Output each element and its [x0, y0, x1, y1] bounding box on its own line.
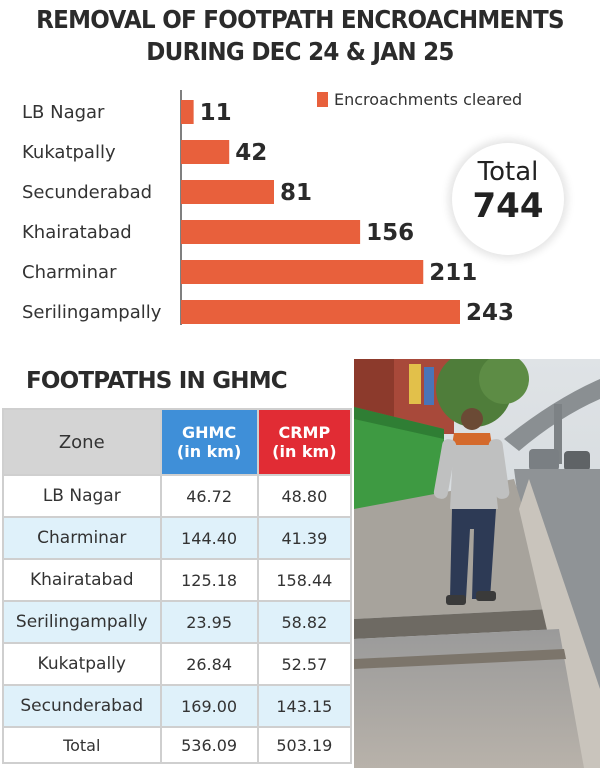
legend-label: Encroachments cleared: [334, 90, 522, 109]
value-label: 42: [235, 140, 267, 166]
legend-swatch: [317, 92, 328, 107]
bar-kukatpally: [181, 140, 230, 164]
total-badge: Total 744: [452, 143, 564, 255]
ghmc-cell: 46.72: [159, 474, 259, 518]
category-label: Serilingampally: [22, 302, 162, 323]
table-row: Kukatpally 26.84 52.57: [2, 642, 353, 686]
crmp-header: CRMP (in km): [256, 408, 353, 476]
value-label: 211: [429, 260, 477, 286]
crmp-cell: 41.39: [256, 516, 353, 560]
total-row: Total 536.09 503.19: [2, 726, 353, 764]
crmp-cell: 143.15: [256, 684, 353, 728]
bar-charminar: [181, 260, 424, 284]
crmp-cell: 52.57: [256, 642, 353, 686]
crmp-cell: 48.80: [256, 474, 353, 518]
ghmc-cell: 23.95: [159, 600, 259, 644]
encroachment-bar-chart: LB Nagar 11 Kukatpally 42 Secunderabad 81 Khai…: [22, 90, 522, 326]
value-label: 156: [366, 220, 414, 246]
zone-header: Zone: [2, 408, 162, 476]
total-ghmc-cell: 536.09: [159, 726, 259, 764]
total-zone-cell: Total: [2, 726, 162, 764]
bar-khairatabad: [181, 220, 361, 244]
bar-lb-nagar: [181, 100, 194, 124]
total-value: 744: [472, 186, 544, 226]
zone-cell: Kukatpally: [2, 642, 162, 686]
category-label: Charminar: [22, 262, 117, 283]
category-label: Khairatabad: [22, 222, 132, 243]
crmp-cell: 58.82: [256, 600, 353, 644]
table-row: Charminar 144.40 41.39: [2, 516, 353, 560]
ghmc-cell: 169.00: [159, 684, 259, 728]
photo-street-scene-icon: [354, 359, 600, 768]
table-title: FOOTPATHS IN GHMC: [26, 368, 288, 394]
table-row: Khairatabad 125.18 158.44: [2, 558, 353, 602]
category-label: LB Nagar: [22, 102, 105, 123]
bar-serilingampally: [181, 300, 460, 324]
category-label: Secunderabad: [22, 182, 152, 203]
total-crmp-cell: 503.19: [256, 726, 353, 764]
zone-cell: Secunderabad: [2, 684, 162, 728]
value-label: 11: [200, 100, 232, 126]
crmp-cell: 158.44: [256, 558, 353, 602]
table-row: Serilingampally 23.95 58.82: [2, 600, 353, 644]
value-label: 81: [280, 180, 312, 206]
zone-cell: Serilingampally: [2, 600, 162, 644]
zone-cell: LB Nagar: [2, 474, 162, 518]
ghmc-cell: 26.84: [159, 642, 259, 686]
title-line-1: REMOVAL OF FOOTPATH ENCROACHMENTS: [36, 5, 564, 34]
zone-cell: Charminar: [2, 516, 162, 560]
table-row: LB Nagar 46.72 48.80: [2, 474, 353, 518]
ghmc-header: GHMC (in km): [159, 408, 259, 476]
ghmc-cell: 125.18: [159, 558, 259, 602]
bar-secunderabad: [181, 180, 274, 204]
zone-cell: Khairatabad: [2, 558, 162, 602]
category-label: Kukatpally: [22, 142, 116, 163]
infographic-title: REMOVAL OF FOOTPATH ENCROACHMENTS DURING…: [24, 4, 576, 68]
footpaths-table: Zone GHMC (in km) CRMP (in km) LB Nagar 46…: [2, 408, 353, 764]
table-row: Secunderabad 169.00 143.15: [2, 684, 353, 728]
total-label: Total: [477, 157, 539, 187]
value-label: 243: [466, 300, 514, 326]
street-photo: [354, 359, 600, 768]
ghmc-cell: 144.40: [159, 516, 259, 560]
title-line-2: DURING DEC 24 & JAN 25: [146, 37, 454, 66]
